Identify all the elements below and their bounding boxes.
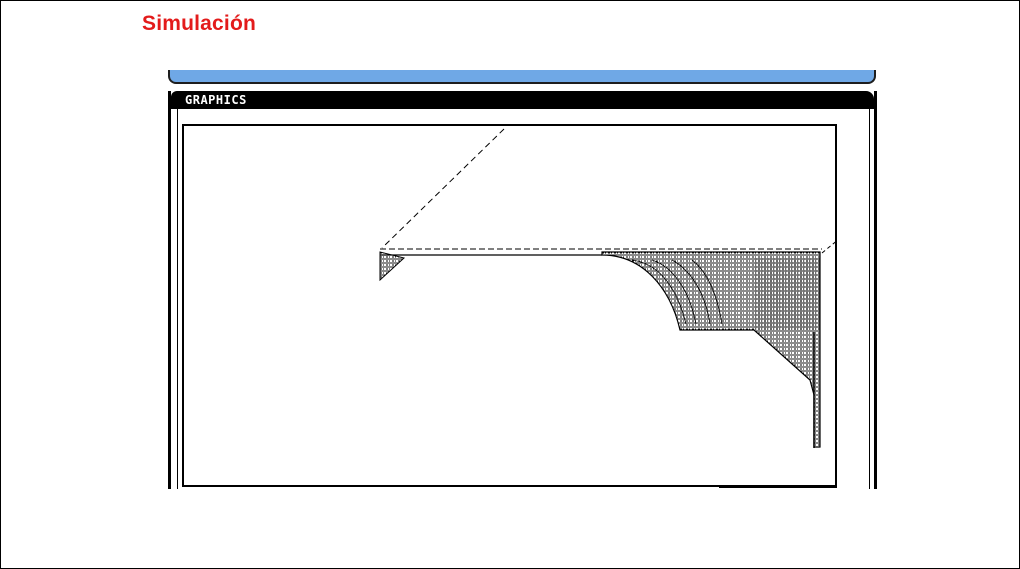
start-chip-region: [379, 251, 406, 282]
graphics-window: GRAPHICS: [168, 91, 877, 489]
status-bar-fragment: [719, 486, 837, 492]
graphics-canvas[interactable]: [182, 124, 837, 487]
pass-lines: [631, 259, 723, 325]
graphics-inner-border-right: [869, 109, 870, 489]
graphics-header[interactable]: GRAPHICS: [171, 91, 874, 109]
slide-title: Simulación: [142, 12, 257, 35]
graphics-header-label: GRAPHICS: [185, 93, 247, 107]
window-title-bar[interactable]: [168, 70, 876, 84]
rapid-move-exit: [821, 241, 835, 254]
simulation-drawing: [379, 128, 835, 448]
rapid-move-diagonal: [381, 128, 505, 249]
graphics-inner-border-left: [177, 109, 178, 489]
right-stock-block: [754, 258, 820, 330]
